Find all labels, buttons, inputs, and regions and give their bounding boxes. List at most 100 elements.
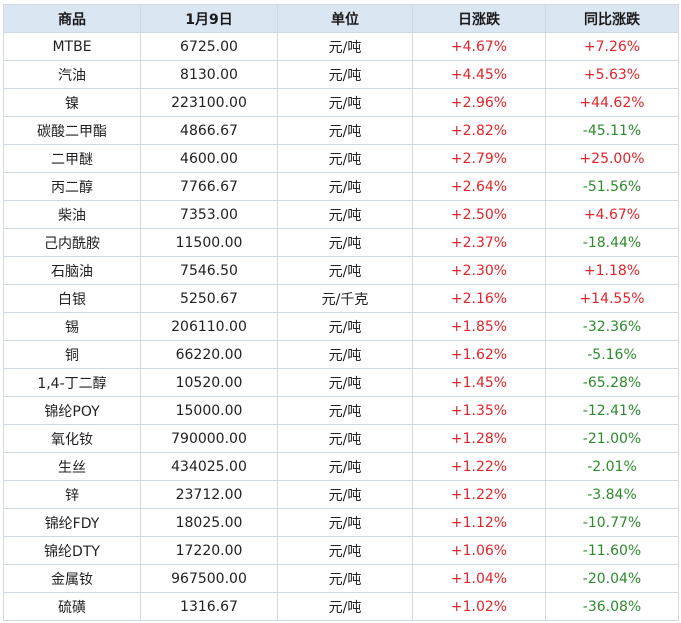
daily-change-cell: +1.22% <box>412 452 546 481</box>
daily-change-cell: +1.12% <box>412 508 546 537</box>
price-cell: 23712.00 <box>140 480 278 509</box>
price-cell: 66220.00 <box>140 340 278 369</box>
table-body: MTBE 6725.00 元/吨 +4.67% +7.26% 汽油 8130.00 元/吨 +4… <box>3 32 679 621</box>
daily-change-cell: +1.35% <box>412 396 546 425</box>
daily-change-cell: +1.22% <box>412 480 546 509</box>
yoy-change-cell: -65.28% <box>545 368 679 397</box>
commodity-name-cell: 氧化钕 <box>3 424 141 453</box>
daily-change-cell: +1.02% <box>412 592 546 621</box>
daily-change-cell: +1.06% <box>412 536 546 565</box>
price-cell: 7353.00 <box>140 200 278 229</box>
yoy-change-cell: +14.55% <box>545 284 679 313</box>
yoy-change-cell: +7.26% <box>545 32 679 61</box>
table-row: 白银 5250.67 元/千克 +2.16% +14.55% <box>3 284 679 313</box>
table-row: 碳酸二甲酯 4866.67 元/吨 +2.82% -45.11% <box>3 116 679 145</box>
yoy-change-cell: -5.16% <box>545 340 679 369</box>
unit-cell: 元/吨 <box>277 88 413 117</box>
table-row: 己内酰胺 11500.00 元/吨 +2.37% -18.44% <box>3 228 679 257</box>
commodity-name-cell: MTBE <box>3 32 141 61</box>
table-row: 锌 23712.00 元/吨 +1.22% -3.84% <box>3 480 679 509</box>
commodity-name-cell: 锡 <box>3 312 141 341</box>
table-row: 金属钕 967500.00 元/吨 +1.04% -20.04% <box>3 564 679 593</box>
commodity-name-cell: 碳酸二甲酯 <box>3 116 141 145</box>
table-row: 丙二醇 7766.67 元/吨 +2.64% -51.56% <box>3 172 679 201</box>
commodity-name-cell: 硫磺 <box>3 592 141 621</box>
yoy-change-cell: -45.11% <box>545 116 679 145</box>
price-cell: 7766.67 <box>140 172 278 201</box>
price-cell: 4866.67 <box>140 116 278 145</box>
yoy-change-cell: -11.60% <box>545 536 679 565</box>
table-row: 二甲醚 4600.00 元/吨 +2.79% +25.00% <box>3 144 679 173</box>
price-cell: 15000.00 <box>140 396 278 425</box>
yoy-change-cell: -36.08% <box>545 592 679 621</box>
daily-change-cell: +1.62% <box>412 340 546 369</box>
unit-cell: 元/吨 <box>277 480 413 509</box>
unit-cell: 元/吨 <box>277 452 413 481</box>
yoy-change-cell: -32.36% <box>545 312 679 341</box>
commodity-price-table: 商品 1月9日 单位 日涨跌 同比涨跌 MTBE 6725.00 元/吨 +4.67%… <box>3 4 679 621</box>
commodity-name-cell: 锦纶POY <box>3 396 141 425</box>
unit-cell: 元/吨 <box>277 32 413 61</box>
table-row: 锦纶FDY 18025.00 元/吨 +1.12% -10.77% <box>3 508 679 537</box>
unit-cell: 元/吨 <box>277 396 413 425</box>
price-cell: 5250.67 <box>140 284 278 313</box>
yoy-change-cell: -20.04% <box>545 564 679 593</box>
yoy-change-cell: +5.63% <box>545 60 679 89</box>
unit-cell: 元/吨 <box>277 116 413 145</box>
header-yoy-change: 同比涨跌 <box>545 4 679 33</box>
daily-change-cell: +4.45% <box>412 60 546 89</box>
unit-cell: 元/吨 <box>277 228 413 257</box>
table-row: MTBE 6725.00 元/吨 +4.67% +7.26% <box>3 32 679 61</box>
yoy-change-cell: -51.56% <box>545 172 679 201</box>
price-cell: 206110.00 <box>140 312 278 341</box>
daily-change-cell: +4.67% <box>412 32 546 61</box>
table-row: 生丝 434025.00 元/吨 +1.22% -2.01% <box>3 452 679 481</box>
price-cell: 1316.67 <box>140 592 278 621</box>
daily-change-cell: +2.50% <box>412 200 546 229</box>
table-row: 锦纶POY 15000.00 元/吨 +1.35% -12.41% <box>3 396 679 425</box>
commodity-name-cell: 己内酰胺 <box>3 228 141 257</box>
yoy-change-cell: +25.00% <box>545 144 679 173</box>
daily-change-cell: +1.45% <box>412 368 546 397</box>
header-unit: 单位 <box>277 4 413 33</box>
table-header-row: 商品 1月9日 单位 日涨跌 同比涨跌 <box>3 4 679 33</box>
commodity-name-cell: 白银 <box>3 284 141 313</box>
yoy-change-cell: -3.84% <box>545 480 679 509</box>
commodity-name-cell: 锌 <box>3 480 141 509</box>
unit-cell: 元/吨 <box>277 60 413 89</box>
yoy-change-cell: +1.18% <box>545 256 679 285</box>
yoy-change-cell: -12.41% <box>545 396 679 425</box>
commodity-name-cell: 柴油 <box>3 200 141 229</box>
unit-cell: 元/吨 <box>277 340 413 369</box>
commodity-name-cell: 金属钕 <box>3 564 141 593</box>
yoy-change-cell: -21.00% <box>545 424 679 453</box>
commodity-name-cell: 汽油 <box>3 60 141 89</box>
unit-cell: 元/吨 <box>277 592 413 621</box>
commodity-name-cell: 丙二醇 <box>3 172 141 201</box>
unit-cell: 元/千克 <box>277 284 413 313</box>
unit-cell: 元/吨 <box>277 312 413 341</box>
daily-change-cell: +2.82% <box>412 116 546 145</box>
yoy-change-cell: -10.77% <box>545 508 679 537</box>
table-row: 硫磺 1316.67 元/吨 +1.02% -36.08% <box>3 592 679 621</box>
price-cell: 6725.00 <box>140 32 278 61</box>
commodity-name-cell: 1,4-丁二醇 <box>3 368 141 397</box>
unit-cell: 元/吨 <box>277 564 413 593</box>
header-daily-change: 日涨跌 <box>412 4 546 33</box>
price-cell: 18025.00 <box>140 508 278 537</box>
table-row: 镍 223100.00 元/吨 +2.96% +44.62% <box>3 88 679 117</box>
unit-cell: 元/吨 <box>277 368 413 397</box>
yoy-change-cell: -18.44% <box>545 228 679 257</box>
unit-cell: 元/吨 <box>277 508 413 537</box>
unit-cell: 元/吨 <box>277 256 413 285</box>
price-cell: 434025.00 <box>140 452 278 481</box>
commodity-name-cell: 镍 <box>3 88 141 117</box>
table-row: 锦纶DTY 17220.00 元/吨 +1.06% -11.60% <box>3 536 679 565</box>
yoy-change-cell: +44.62% <box>545 88 679 117</box>
commodity-name-cell: 锦纶FDY <box>3 508 141 537</box>
daily-change-cell: +1.85% <box>412 312 546 341</box>
price-cell: 7546.50 <box>140 256 278 285</box>
yoy-change-cell: -2.01% <box>545 452 679 481</box>
commodity-name-cell: 锦纶DTY <box>3 536 141 565</box>
price-cell: 10520.00 <box>140 368 278 397</box>
